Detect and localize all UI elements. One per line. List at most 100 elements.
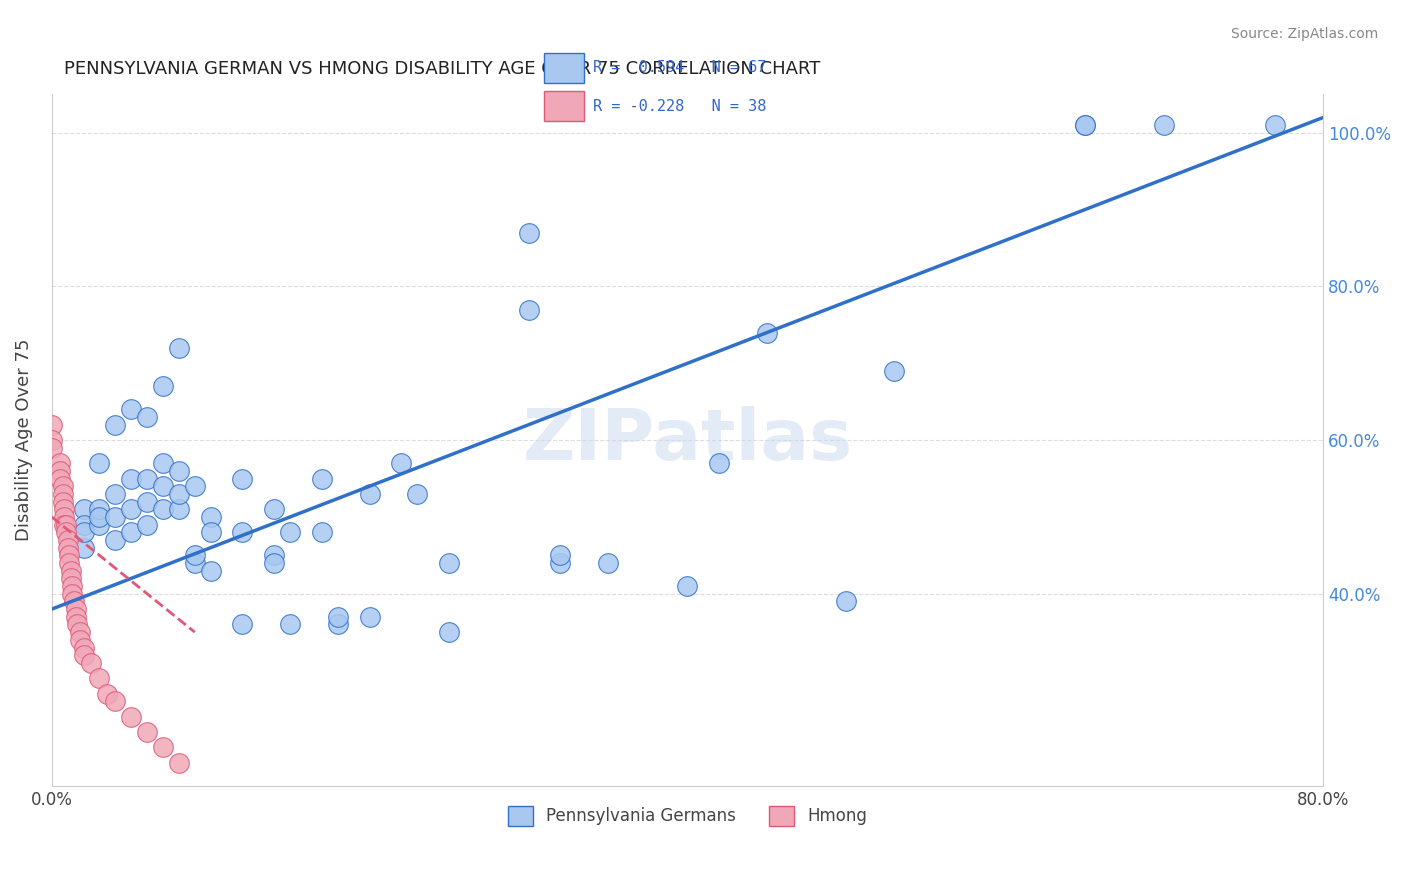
Point	[437, 556, 460, 570]
Point	[184, 479, 207, 493]
Point	[120, 709, 142, 723]
Point	[63, 594, 86, 608]
Point	[184, 549, 207, 563]
Point	[52, 487, 75, 501]
Point	[41, 433, 63, 447]
Point	[167, 341, 190, 355]
Point	[152, 379, 174, 393]
Point	[136, 471, 159, 485]
Point	[72, 541, 94, 555]
Point	[200, 510, 222, 524]
Point	[89, 502, 111, 516]
Point	[517, 226, 540, 240]
Point	[59, 564, 82, 578]
Point	[263, 549, 285, 563]
Point	[120, 525, 142, 540]
Point	[152, 479, 174, 493]
Point	[58, 549, 80, 563]
Point	[96, 687, 118, 701]
Point	[104, 694, 127, 708]
Point	[359, 609, 381, 624]
Point	[72, 648, 94, 663]
Point	[406, 487, 429, 501]
Point	[596, 556, 619, 570]
Point	[104, 533, 127, 547]
Bar	[544, 54, 583, 83]
Point	[55, 525, 77, 540]
Point	[65, 602, 87, 616]
Point	[517, 302, 540, 317]
Point	[69, 625, 91, 640]
Point	[56, 533, 79, 547]
Point	[1264, 118, 1286, 132]
Point	[709, 456, 731, 470]
Text: R = -0.228   N = 38: R = -0.228 N = 38	[593, 98, 766, 113]
Point	[53, 517, 76, 532]
Point	[72, 502, 94, 516]
Point	[326, 609, 349, 624]
Point	[89, 510, 111, 524]
Point	[53, 510, 76, 524]
Point	[184, 556, 207, 570]
Point	[136, 725, 159, 739]
Point	[676, 579, 699, 593]
Point	[53, 502, 76, 516]
Point	[72, 640, 94, 655]
Point	[152, 456, 174, 470]
Point	[120, 502, 142, 516]
Point	[167, 464, 190, 478]
Text: Source: ZipAtlas.com: Source: ZipAtlas.com	[1230, 27, 1378, 41]
Point	[1074, 118, 1097, 132]
Point	[835, 594, 858, 608]
Point	[104, 510, 127, 524]
Point	[263, 502, 285, 516]
Point	[62, 579, 84, 593]
Point	[167, 487, 190, 501]
Point	[48, 471, 70, 485]
Legend: Pennsylvania Germans, Hmong: Pennsylvania Germans, Hmong	[501, 799, 875, 833]
Y-axis label: Disability Age Over 75: Disability Age Over 75	[15, 339, 32, 541]
Point	[883, 364, 905, 378]
Point	[52, 494, 75, 508]
Point	[80, 656, 103, 670]
Text: ZIPatlas: ZIPatlas	[523, 406, 852, 475]
Point	[263, 556, 285, 570]
Point	[152, 502, 174, 516]
Point	[89, 517, 111, 532]
Point	[437, 625, 460, 640]
Point	[69, 632, 91, 647]
Point	[231, 617, 253, 632]
Point	[278, 525, 301, 540]
Text: PENNSYLVANIA GERMAN VS HMONG DISABILITY AGE OVER 75 CORRELATION CHART: PENNSYLVANIA GERMAN VS HMONG DISABILITY …	[65, 60, 821, 78]
Point	[56, 541, 79, 555]
Point	[48, 456, 70, 470]
Point	[326, 617, 349, 632]
Point	[104, 487, 127, 501]
Text: R =  0.594   N = 67: R = 0.594 N = 67	[593, 61, 766, 76]
Point	[104, 417, 127, 432]
Point	[120, 402, 142, 417]
Point	[48, 464, 70, 478]
Point	[167, 756, 190, 770]
Point	[231, 471, 253, 485]
Bar	[544, 91, 583, 120]
Point	[755, 326, 778, 340]
Point	[120, 471, 142, 485]
Point	[55, 517, 77, 532]
Point	[200, 564, 222, 578]
Point	[311, 471, 333, 485]
Point	[136, 494, 159, 508]
Point	[167, 502, 190, 516]
Point	[72, 517, 94, 532]
Point	[89, 671, 111, 685]
Point	[136, 517, 159, 532]
Point	[550, 549, 572, 563]
Point	[66, 617, 89, 632]
Point	[41, 417, 63, 432]
Point	[41, 441, 63, 455]
Point	[389, 456, 412, 470]
Point	[550, 556, 572, 570]
Point	[311, 525, 333, 540]
Point	[136, 410, 159, 425]
Point	[59, 571, 82, 585]
